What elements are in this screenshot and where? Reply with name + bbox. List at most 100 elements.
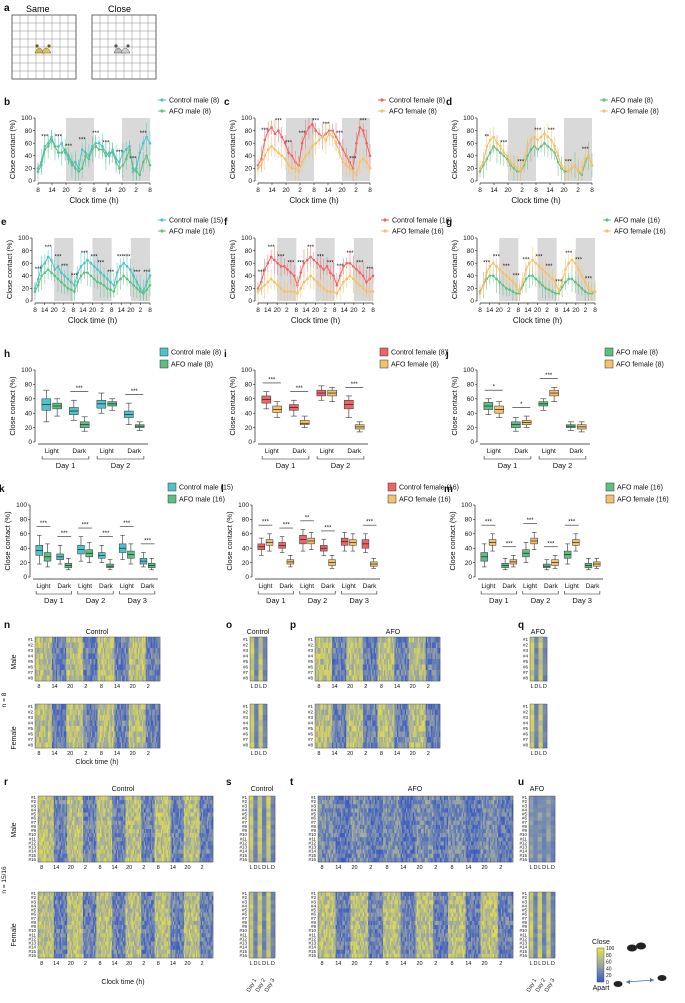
heat-cell [316, 648, 318, 654]
x-tick-label: 2 [427, 684, 430, 690]
heat-cell [64, 648, 67, 654]
heat-cell [432, 637, 434, 643]
data-point [114, 160, 118, 164]
y-tick-label: 0 [245, 574, 249, 581]
y-tick-label: 100 [241, 115, 252, 122]
heat-cell [146, 709, 149, 716]
heat-cell [77, 659, 80, 665]
heat-cell [404, 664, 407, 671]
heat-cell [386, 670, 389, 676]
heat-cell [89, 704, 92, 710]
x-tick-label: 14 [51, 751, 57, 757]
data-point [543, 132, 546, 136]
heat-cell [64, 737, 67, 743]
data-point [259, 287, 263, 290]
data-point [101, 148, 104, 151]
heat-cell [363, 637, 365, 643]
heat-cell [398, 642, 400, 649]
heat-cell [36, 675, 38, 682]
heat-cell [339, 720, 342, 727]
day-bracket [538, 456, 587, 460]
phase-label: Dark [544, 583, 558, 590]
heat-cell [372, 731, 374, 738]
y-tick-label: 20 [245, 166, 253, 173]
heat-cell [72, 731, 75, 738]
heat-cell [360, 637, 363, 643]
heat-cell [415, 715, 417, 721]
heat-cell [324, 642, 326, 649]
heat-cell [77, 653, 80, 660]
heat-cell [83, 726, 85, 732]
phase-label: Dark [321, 583, 335, 590]
heat-cell [85, 737, 88, 743]
heat-cell [390, 653, 393, 660]
heat-cell [53, 709, 55, 716]
heat-cell [105, 675, 107, 682]
heat-cell [114, 715, 117, 721]
data-point [544, 287, 548, 290]
heat-cell [373, 637, 376, 643]
heat-cell [382, 670, 385, 676]
heat-cell [75, 675, 77, 682]
data-point [148, 163, 152, 167]
heat-cell [406, 653, 408, 660]
heat-cell [84, 664, 87, 671]
heat-cell [46, 670, 49, 676]
heat-cell [380, 648, 382, 654]
heat-cell [408, 659, 411, 665]
heat-cell [154, 642, 157, 649]
heat-cell [404, 704, 407, 710]
heat-cell [143, 642, 145, 649]
heat-cell [137, 648, 140, 654]
heat-cell [417, 737, 420, 743]
x-axis-label: Clock time (h) [511, 196, 561, 205]
heat-cell [53, 637, 55, 643]
heat-cell [109, 675, 111, 682]
y-tick-label: 0 [23, 574, 27, 581]
heat-cell [111, 737, 114, 743]
heat-cell [330, 715, 333, 721]
heat-cell [360, 726, 363, 732]
heat-cell [420, 737, 423, 743]
heat-cell [437, 675, 439, 682]
significance-label: *** [536, 254, 544, 260]
heat-cell [415, 637, 417, 643]
heat-cell [156, 715, 158, 721]
heat-cell [348, 720, 351, 727]
heat-cell [114, 648, 117, 654]
data-point [115, 280, 119, 284]
heat-cell [38, 653, 41, 660]
heat-cell [416, 648, 419, 654]
heat-cell [364, 653, 367, 660]
heat-cell [102, 704, 105, 710]
heat-cell [365, 737, 368, 743]
heat-cell [411, 675, 413, 682]
heat-cell [415, 642, 417, 649]
data-point [89, 261, 93, 265]
heat-cell [341, 675, 343, 682]
heat-cell [391, 653, 394, 660]
heat-cell [150, 642, 153, 649]
row-label: #8 [308, 676, 314, 681]
data-point [529, 148, 533, 151]
heat-cell [419, 642, 421, 649]
y-tick-label: 20 [22, 286, 30, 293]
x-tick-label: 2 [84, 751, 87, 757]
heat-cell [423, 659, 425, 665]
heat-cell [342, 726, 344, 732]
heat-cell [434, 731, 437, 738]
heat-cell [357, 731, 360, 738]
heat-cell [333, 664, 335, 671]
heat-cell [325, 715, 328, 721]
legend-marker [383, 229, 387, 233]
heat-cell [80, 726, 83, 732]
y-tick-label: 40 [242, 545, 250, 552]
heat-cell [421, 704, 424, 710]
heat-cell [341, 720, 343, 727]
heat-cell [420, 664, 423, 671]
heat-cell [36, 715, 38, 721]
heat-cell [149, 653, 152, 660]
heat-cell [408, 709, 411, 716]
